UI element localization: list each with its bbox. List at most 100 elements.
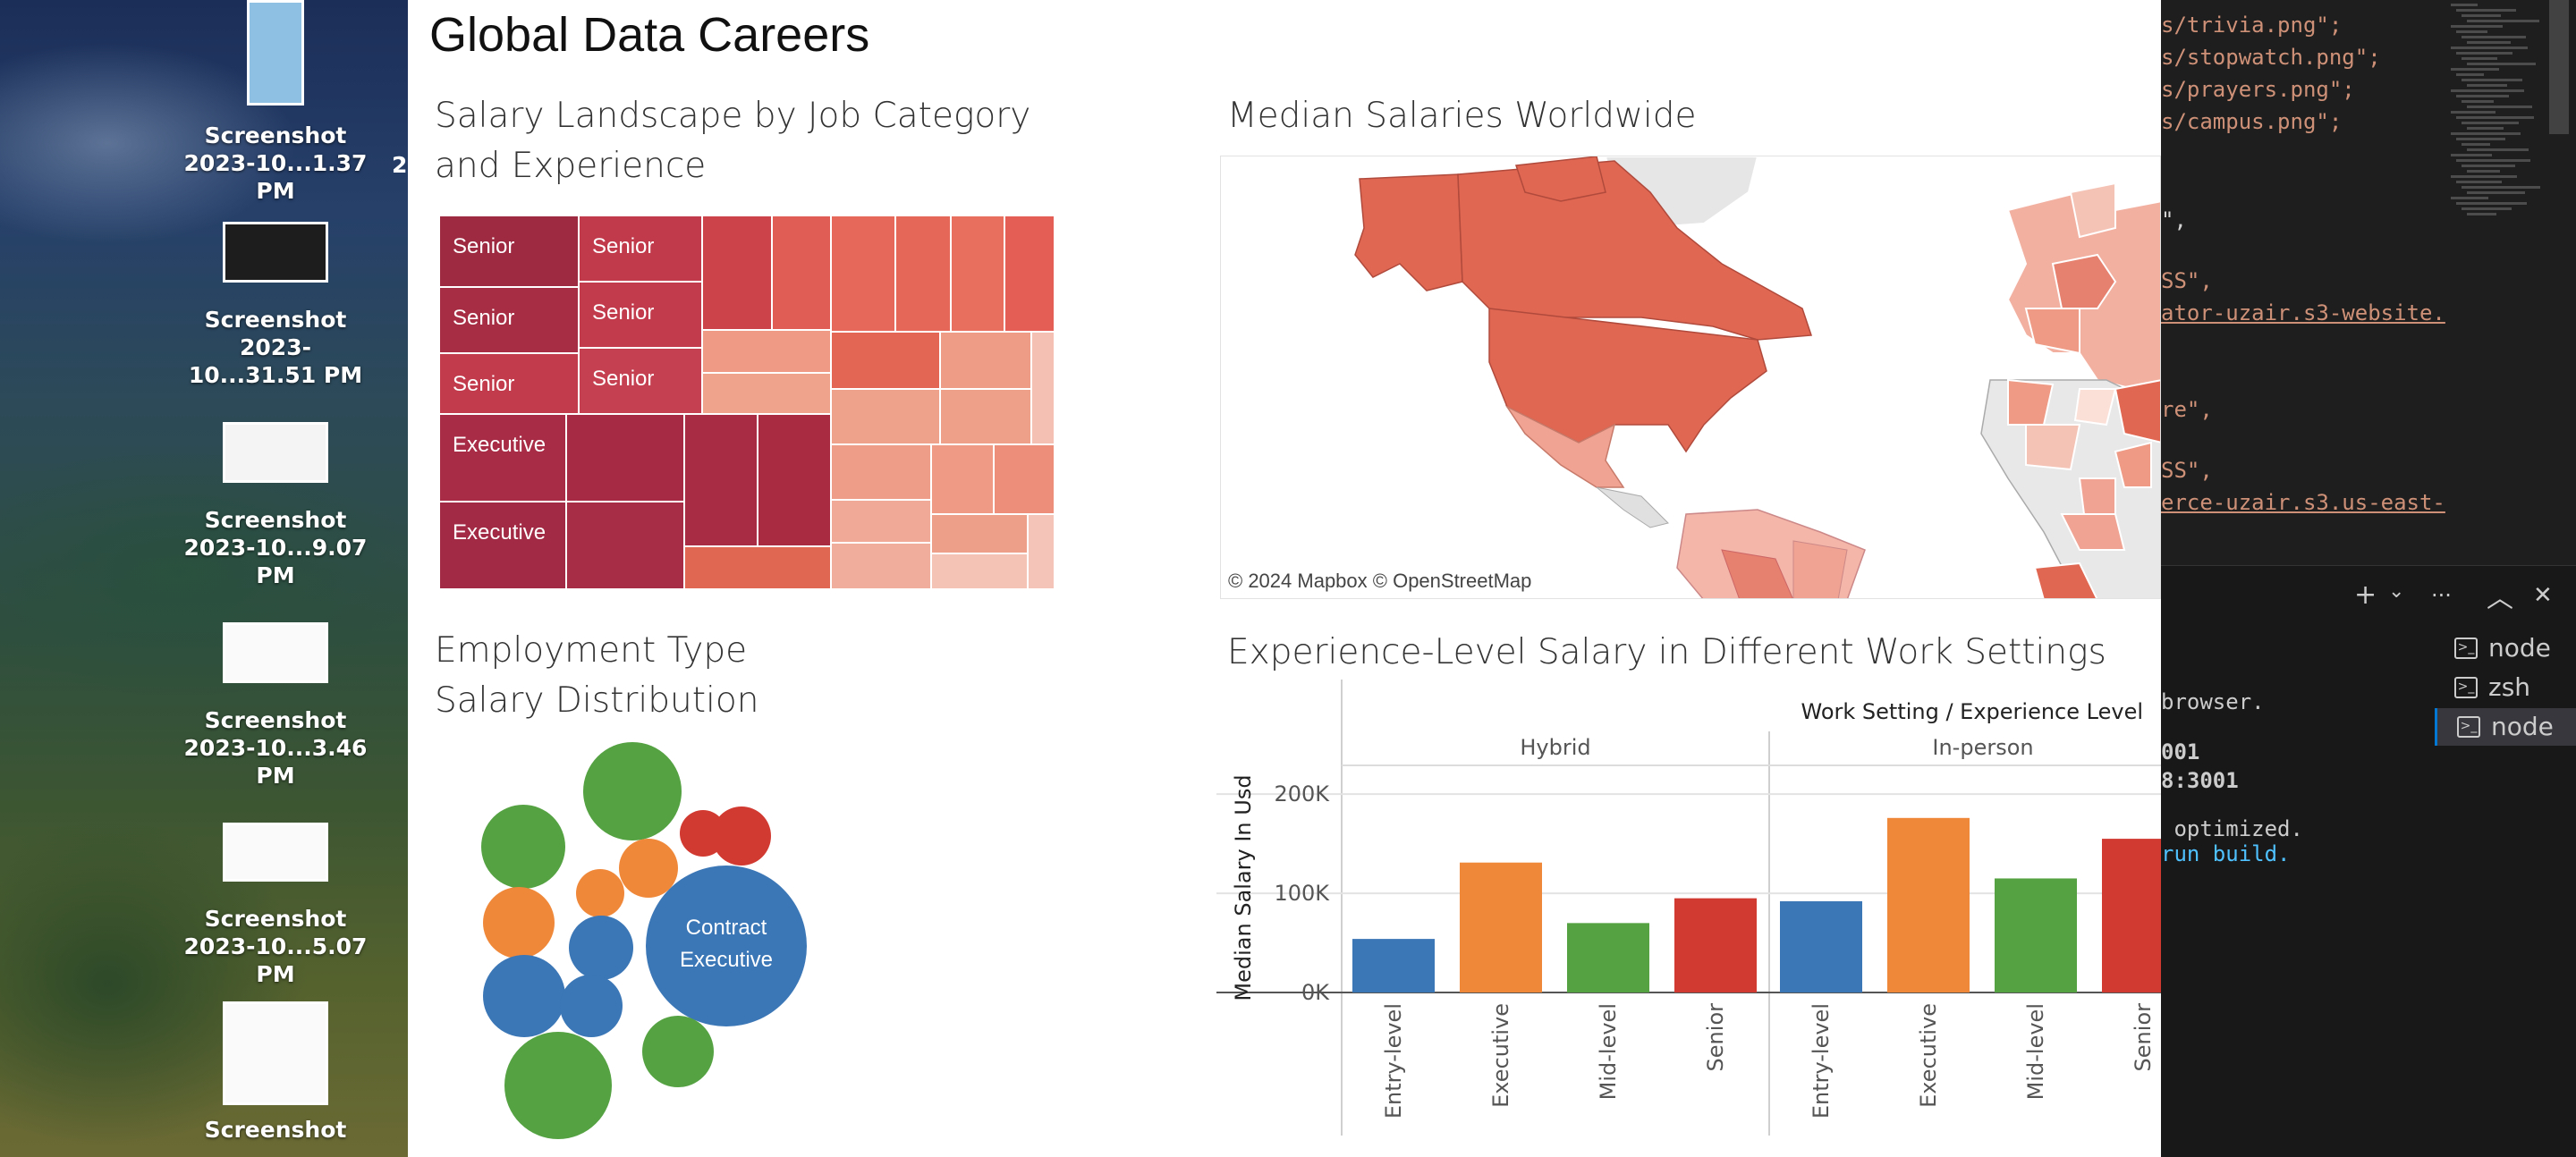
experience-salary-bar-chart[interactable]: Work Setting / Experience Level Hybrid In-…	[1216, 680, 2161, 1157]
minimap-line	[2467, 170, 2500, 173]
code-line[interactable]: s/stopwatch.png";	[2161, 45, 2381, 70]
chevron-down-icon[interactable]: ⌄	[2388, 580, 2405, 603]
treemap-cell[interactable]	[930, 553, 1029, 590]
bar[interactable]	[1352, 939, 1435, 992]
code-line[interactable]: re",	[2161, 397, 2213, 422]
treemap-cell[interactable]	[894, 215, 952, 333]
minimap-line	[2456, 73, 2484, 76]
bubble[interactable]	[583, 742, 682, 840]
treemap-cell[interactable]	[830, 443, 932, 501]
terminal-tab-zsh[interactable]: >_ zsh	[2435, 669, 2576, 706]
treemap-cell[interactable]	[830, 388, 941, 445]
treemap-cell[interactable]	[701, 215, 773, 331]
bubble[interactable]	[504, 1032, 612, 1139]
treemap-cell[interactable]: Executive	[438, 501, 567, 590]
bar[interactable]	[1674, 898, 1757, 992]
treemap-cell[interactable]	[930, 513, 1029, 554]
treemap-cell[interactable]	[830, 331, 941, 390]
terminal-line: optimized.	[2161, 816, 2303, 841]
treemap-cell[interactable]	[683, 545, 832, 590]
code-line[interactable]: SS",	[2161, 458, 2213, 483]
treemap-cell[interactable]	[930, 443, 995, 515]
bubble[interactable]	[576, 869, 624, 917]
add-terminal-button[interactable]: +	[2354, 579, 2377, 611]
desktop-file[interactable]: Screenshot 2023-10...1.37 PM	[177, 0, 374, 205]
treemap-cell[interactable]: Senior	[438, 352, 580, 415]
treemap-cell[interactable]	[565, 501, 685, 590]
treemap-cell[interactable]: Senior	[438, 286, 580, 354]
bar[interactable]	[1567, 923, 1649, 992]
employment-bubble-chart[interactable]: Contract Executive	[444, 733, 807, 1144]
treemap-cell[interactable]	[993, 443, 1055, 515]
desktop-file[interactable]: Screenshot 2023-10...31.51 PM	[177, 222, 374, 389]
treemap-cell[interactable]: Senior	[578, 281, 703, 349]
bubble[interactable]	[560, 975, 623, 1037]
bubble[interactable]	[483, 955, 565, 1037]
treemap-cell[interactable]	[830, 542, 932, 590]
maximize-panel-button[interactable]: ︿	[2487, 583, 2513, 614]
bar[interactable]	[1887, 817, 1970, 992]
treemap-cell[interactable]	[683, 413, 758, 547]
terminal-panel[interactable]: + ⌄ ··· ︿ ✕ browser. 001 8:3001 optimized.…	[2161, 565, 2576, 1157]
desktop-file[interactable]: Screenshot	[177, 1001, 374, 1144]
bubble[interactable]	[481, 805, 565, 889]
bubble[interactable]	[569, 916, 633, 980]
treemap-cell[interactable]	[939, 331, 1032, 390]
treemap-cell[interactable]	[950, 215, 1005, 333]
y-tick-label: 0K	[1301, 980, 1330, 1005]
desktop-file[interactable]: Screenshot 2023-10...9.07 PM	[177, 422, 374, 589]
treemap-cell[interactable]	[701, 372, 832, 415]
treemap-cell[interactable]	[1027, 513, 1055, 590]
map-attribution[interactable]: © 2024 Mapbox © OpenStreetMap	[1228, 570, 1532, 592]
treemap-cell[interactable]: Senior	[578, 347, 703, 415]
treemap-cell[interactable]	[757, 413, 832, 547]
treemap-cell[interactable]	[1004, 215, 1055, 333]
terminal-tab-node[interactable]: >_ node	[2435, 708, 2576, 746]
code-line[interactable]: ator-uzair.s3-website.	[2161, 300, 2445, 325]
treemap-cell[interactable]: Senior	[578, 215, 703, 283]
minimap-line	[2467, 127, 2504, 130]
bubble[interactable]	[646, 866, 807, 1026]
desktop-file[interactable]: Screenshot 2023-10...5.07 PM	[177, 823, 374, 988]
minimap-line	[2451, 175, 2517, 178]
code-pane[interactable]: s/trivia.png"; s/stopwatch.png"; s/prayers…	[2161, 0, 2445, 554]
bubble[interactable]	[619, 839, 678, 898]
bar[interactable]	[1780, 900, 1862, 992]
code-line[interactable]: SS",	[2161, 268, 2213, 293]
treemap-cell[interactable]	[1030, 331, 1055, 445]
bar[interactable]	[1995, 878, 2077, 992]
bubble[interactable]	[642, 1016, 714, 1087]
map-country	[1354, 173, 1463, 291]
more-actions-button[interactable]: ···	[2431, 583, 2452, 608]
terminal-tab-node[interactable]: >_ node	[2435, 629, 2576, 667]
terminal-tab-label: node	[2491, 712, 2554, 741]
treemap-cell[interactable]	[701, 329, 832, 374]
salary-treemap[interactable]: Senior Senior Senior Senior Senior Senio…	[438, 215, 1055, 590]
code-line[interactable]: erce-uzair.s3.us-east-	[2161, 490, 2445, 515]
treemap-cell[interactable]: Senior	[438, 215, 580, 288]
treemap-cell[interactable]	[771, 215, 832, 331]
treemap-cell[interactable]	[830, 215, 896, 333]
treemap-cell[interactable]	[939, 388, 1032, 445]
treemap-cell-label: Executive	[453, 520, 547, 545]
map-country	[1504, 405, 1625, 488]
world-salary-map[interactable]: © 2024 Mapbox © OpenStreetMap	[1220, 156, 2161, 599]
bar[interactable]	[2102, 839, 2161, 992]
code-line[interactable]: ",	[2161, 207, 2187, 232]
minimap-line	[2456, 202, 2527, 205]
bar[interactable]	[1460, 862, 1542, 992]
terminal-line: 001	[2161, 739, 2200, 764]
code-line[interactable]: s/campus.png";	[2161, 109, 2343, 134]
treemap-cell[interactable]: Executive	[438, 413, 567, 502]
treemap-cell[interactable]	[830, 499, 932, 544]
editor-scrollbar[interactable]	[2549, 0, 2569, 134]
x-tick-label: Mid-level	[2023, 1003, 2048, 1100]
bubble[interactable]	[483, 887, 555, 959]
code-line[interactable]: s/prayers.png";	[2161, 77, 2355, 102]
code-minimap[interactable]	[2445, 0, 2544, 554]
close-panel-button[interactable]: ✕	[2533, 582, 2553, 609]
desktop-file[interactable]: Screenshot 2023-10...3.46 PM	[177, 622, 374, 790]
treemap-cell[interactable]	[565, 413, 685, 502]
code-line[interactable]: s/trivia.png";	[2161, 13, 2343, 38]
bubble[interactable]	[712, 807, 771, 866]
